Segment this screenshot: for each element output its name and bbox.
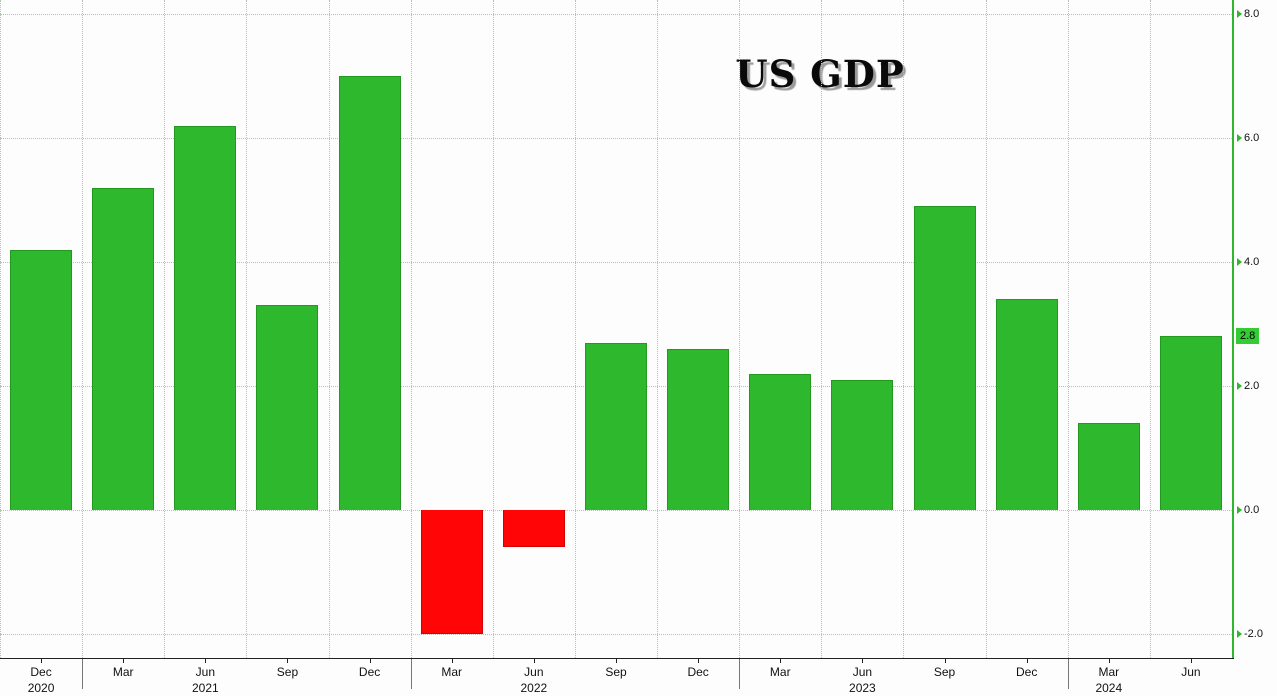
x-tick — [205, 659, 207, 663]
grid-hline — [0, 510, 1232, 511]
year-divider — [82, 659, 84, 689]
grid-vline — [574, 0, 576, 658]
tick-arrow-icon — [1237, 382, 1242, 390]
tick-arrow-icon — [1237, 506, 1242, 514]
month-label: Mar — [112, 665, 134, 679]
grid-hline — [0, 14, 1232, 15]
grid-hline — [0, 262, 1232, 263]
tick-arrow-icon — [1237, 10, 1242, 18]
month-label: Mar — [769, 665, 791, 679]
grid-vline — [82, 0, 84, 658]
grid-vline — [0, 0, 1, 658]
tick-arrow-icon — [1237, 630, 1242, 638]
x-tick — [1026, 659, 1028, 663]
bar-dec-2022 — [667, 348, 730, 510]
bar-dec-2023 — [995, 299, 1058, 510]
grid-vline — [903, 0, 905, 658]
year-label: 2023 — [849, 681, 876, 695]
year-label: 2024 — [1095, 681, 1123, 695]
x-axis-line — [0, 658, 1234, 659]
bar-dec-2020 — [10, 249, 73, 510]
month-label: Sep — [605, 665, 627, 679]
bar-mar-2021 — [92, 187, 155, 510]
year-label: 2020 — [27, 681, 55, 695]
bar-sep-2022 — [585, 342, 647, 510]
grid-vline — [1149, 0, 1151, 658]
month-label: Jun — [524, 665, 544, 679]
bar-sep-2023 — [913, 206, 976, 510]
x-tick — [862, 659, 864, 663]
month-label: Jun — [195, 665, 216, 679]
month-label: Jun — [852, 665, 873, 679]
x-tick — [533, 659, 535, 663]
year-divider — [410, 659, 412, 689]
bar-dec-2021 — [338, 76, 401, 510]
grid-vline — [821, 0, 823, 658]
month-label: Sep — [276, 665, 299, 679]
y-tick-text: 2.0 — [1244, 380, 1260, 392]
y-tick-label: 6.0 — [1237, 132, 1259, 144]
x-tick — [451, 659, 453, 663]
year-divider — [1067, 659, 1069, 689]
y-tick-label: 2.0 — [1237, 380, 1259, 392]
x-tick — [1108, 659, 1110, 663]
month-label: Dec — [687, 665, 709, 679]
bar-jun-2021 — [174, 125, 237, 510]
bar-jun-2023 — [831, 379, 894, 510]
bar-jun-2024 — [1159, 336, 1222, 510]
grid-vline — [657, 0, 659, 658]
y-tick-text: 6.0 — [1244, 132, 1260, 144]
x-axis: Dec Mar Jun Sep Dec Mar Jun Sep Dec Mar Jun Sep Dec M… — [0, 658, 1277, 696]
grid-vline — [492, 0, 494, 658]
bar-mar-2022 — [420, 510, 483, 634]
bar-mar-2023 — [749, 373, 812, 510]
plot-area: US GDP — [0, 0, 1232, 658]
month-label: Dec — [30, 665, 52, 679]
x-tick — [944, 659, 946, 663]
grid-vline — [1067, 0, 1069, 658]
y-tick-text: 0.0 — [1244, 504, 1260, 516]
x-tick — [369, 659, 371, 663]
y-tick-label: 0.0 — [1237, 504, 1259, 516]
x-tick — [616, 659, 617, 663]
grid-hline — [0, 138, 1232, 139]
chart-title: US GDP — [735, 52, 905, 96]
month-label: Dec — [358, 665, 381, 679]
x-tick — [123, 659, 125, 663]
grid-vline — [164, 0, 166, 658]
bar-sep-2021 — [256, 305, 319, 510]
y-tick-label: -2.0 — [1237, 628, 1263, 640]
last-value-tag: 2.8 — [1236, 328, 1260, 345]
month-label: Jun — [1181, 665, 1201, 679]
month-label: Sep — [933, 665, 956, 679]
x-tick — [698, 659, 700, 663]
bar-jun-2022 — [502, 510, 565, 548]
bar-mar-2024 — [1077, 423, 1140, 510]
grid-hline — [0, 634, 1232, 635]
x-tick — [1190, 659, 1192, 663]
grid-vline — [985, 0, 987, 658]
grid-vline — [410, 0, 412, 658]
grid-vline — [739, 0, 741, 658]
year-divider — [739, 659, 741, 689]
y-tick-label: 8.0 — [1237, 8, 1259, 20]
month-label: Dec — [1015, 665, 1038, 679]
tick-arrow-icon — [1237, 258, 1242, 266]
year-label: 2021 — [191, 681, 219, 695]
grid-vline — [246, 0, 248, 658]
x-tick — [287, 659, 289, 663]
y-axis-line — [1232, 0, 1234, 659]
y-tick-text: 4.0 — [1244, 256, 1260, 268]
tick-arrow-icon — [1237, 134, 1242, 142]
x-tick — [780, 659, 782, 663]
month-label: Mar — [441, 665, 463, 679]
y-tick-label: 4.0 — [1237, 256, 1259, 268]
grid-vline — [328, 0, 330, 658]
month-label: Mar — [1098, 665, 1120, 679]
year-label: 2022 — [520, 681, 548, 695]
y-tick-text: 8.0 — [1244, 8, 1260, 20]
y-tick-text: -2.0 — [1244, 628, 1263, 640]
x-tick — [41, 659, 43, 663]
